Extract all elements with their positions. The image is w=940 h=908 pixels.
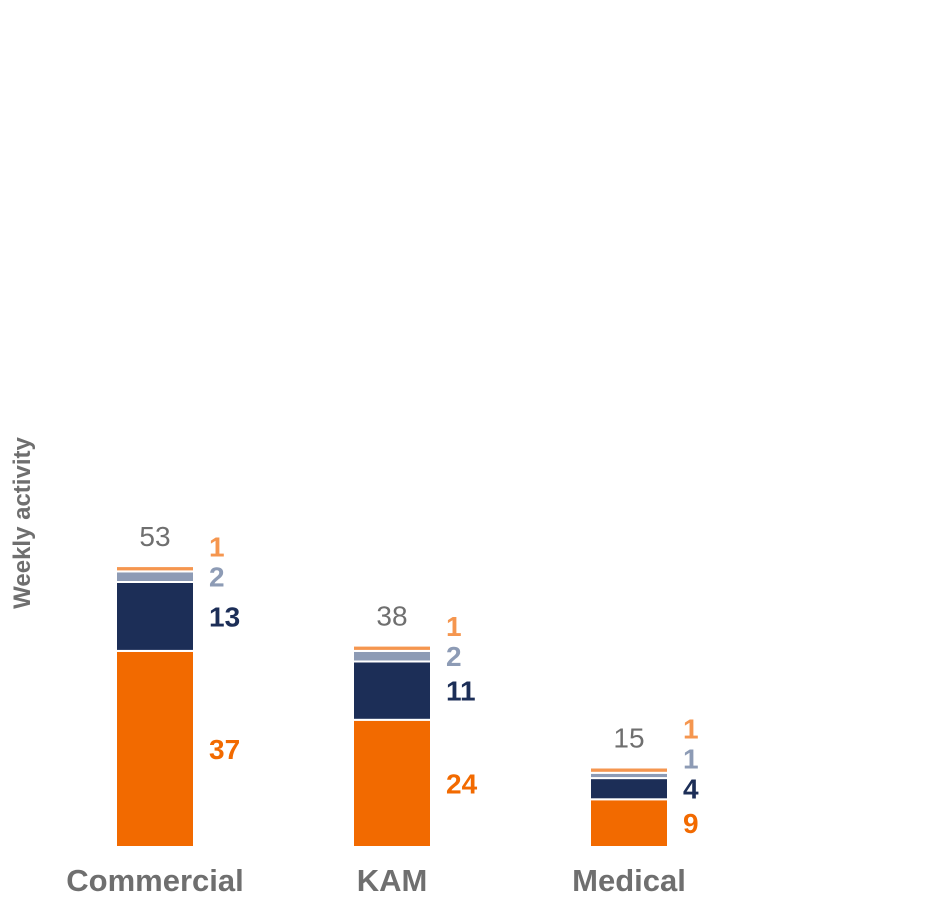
bar-segment-navy-1: [352, 660, 432, 721]
data-label-light-1: 1: [446, 611, 462, 642]
bar-segment-navy-0: [115, 581, 195, 652]
bar-segment-gray-1: [352, 649, 432, 663]
total-label-0: 53: [139, 521, 170, 552]
total-label-1: 38: [376, 601, 407, 632]
total-label-2: 15: [613, 723, 644, 754]
data-label-navy-2: 4: [683, 774, 699, 805]
y-axis-label: Weekly activity: [9, 437, 36, 609]
data-label-orange-1: 24: [446, 768, 478, 799]
bar-segment-orange-0: [115, 649, 195, 849]
bar-segment-light-1: [352, 644, 432, 652]
category-label-1: KAM: [357, 863, 428, 898]
bars-group: 37132153Commercial24112138KAM941115Medic…: [66, 521, 699, 898]
data-label-orange-0: 37: [209, 734, 240, 765]
category-label-2: Medical: [572, 863, 686, 898]
bar-segment-light-2: [589, 766, 669, 774]
data-label-navy-1: 11: [446, 676, 476, 707]
bar-segment-gray-0: [115, 570, 195, 584]
data-label-orange-2: 9: [683, 808, 699, 839]
bar-segment-navy-2: [589, 777, 669, 801]
data-label-gray-2: 1: [683, 744, 699, 775]
data-label-gray-0: 2: [209, 562, 225, 593]
bar-segment-orange-1: [352, 718, 432, 848]
data-label-gray-1: 2: [446, 641, 462, 672]
bar-segment-orange-2: [589, 798, 669, 848]
bar-segment-light-0: [115, 565, 195, 573]
data-label-light-0: 1: [209, 532, 225, 563]
data-label-navy-0: 13: [209, 601, 240, 632]
data-label-light-2: 1: [683, 714, 699, 745]
category-label-0: Commercial: [66, 863, 243, 898]
